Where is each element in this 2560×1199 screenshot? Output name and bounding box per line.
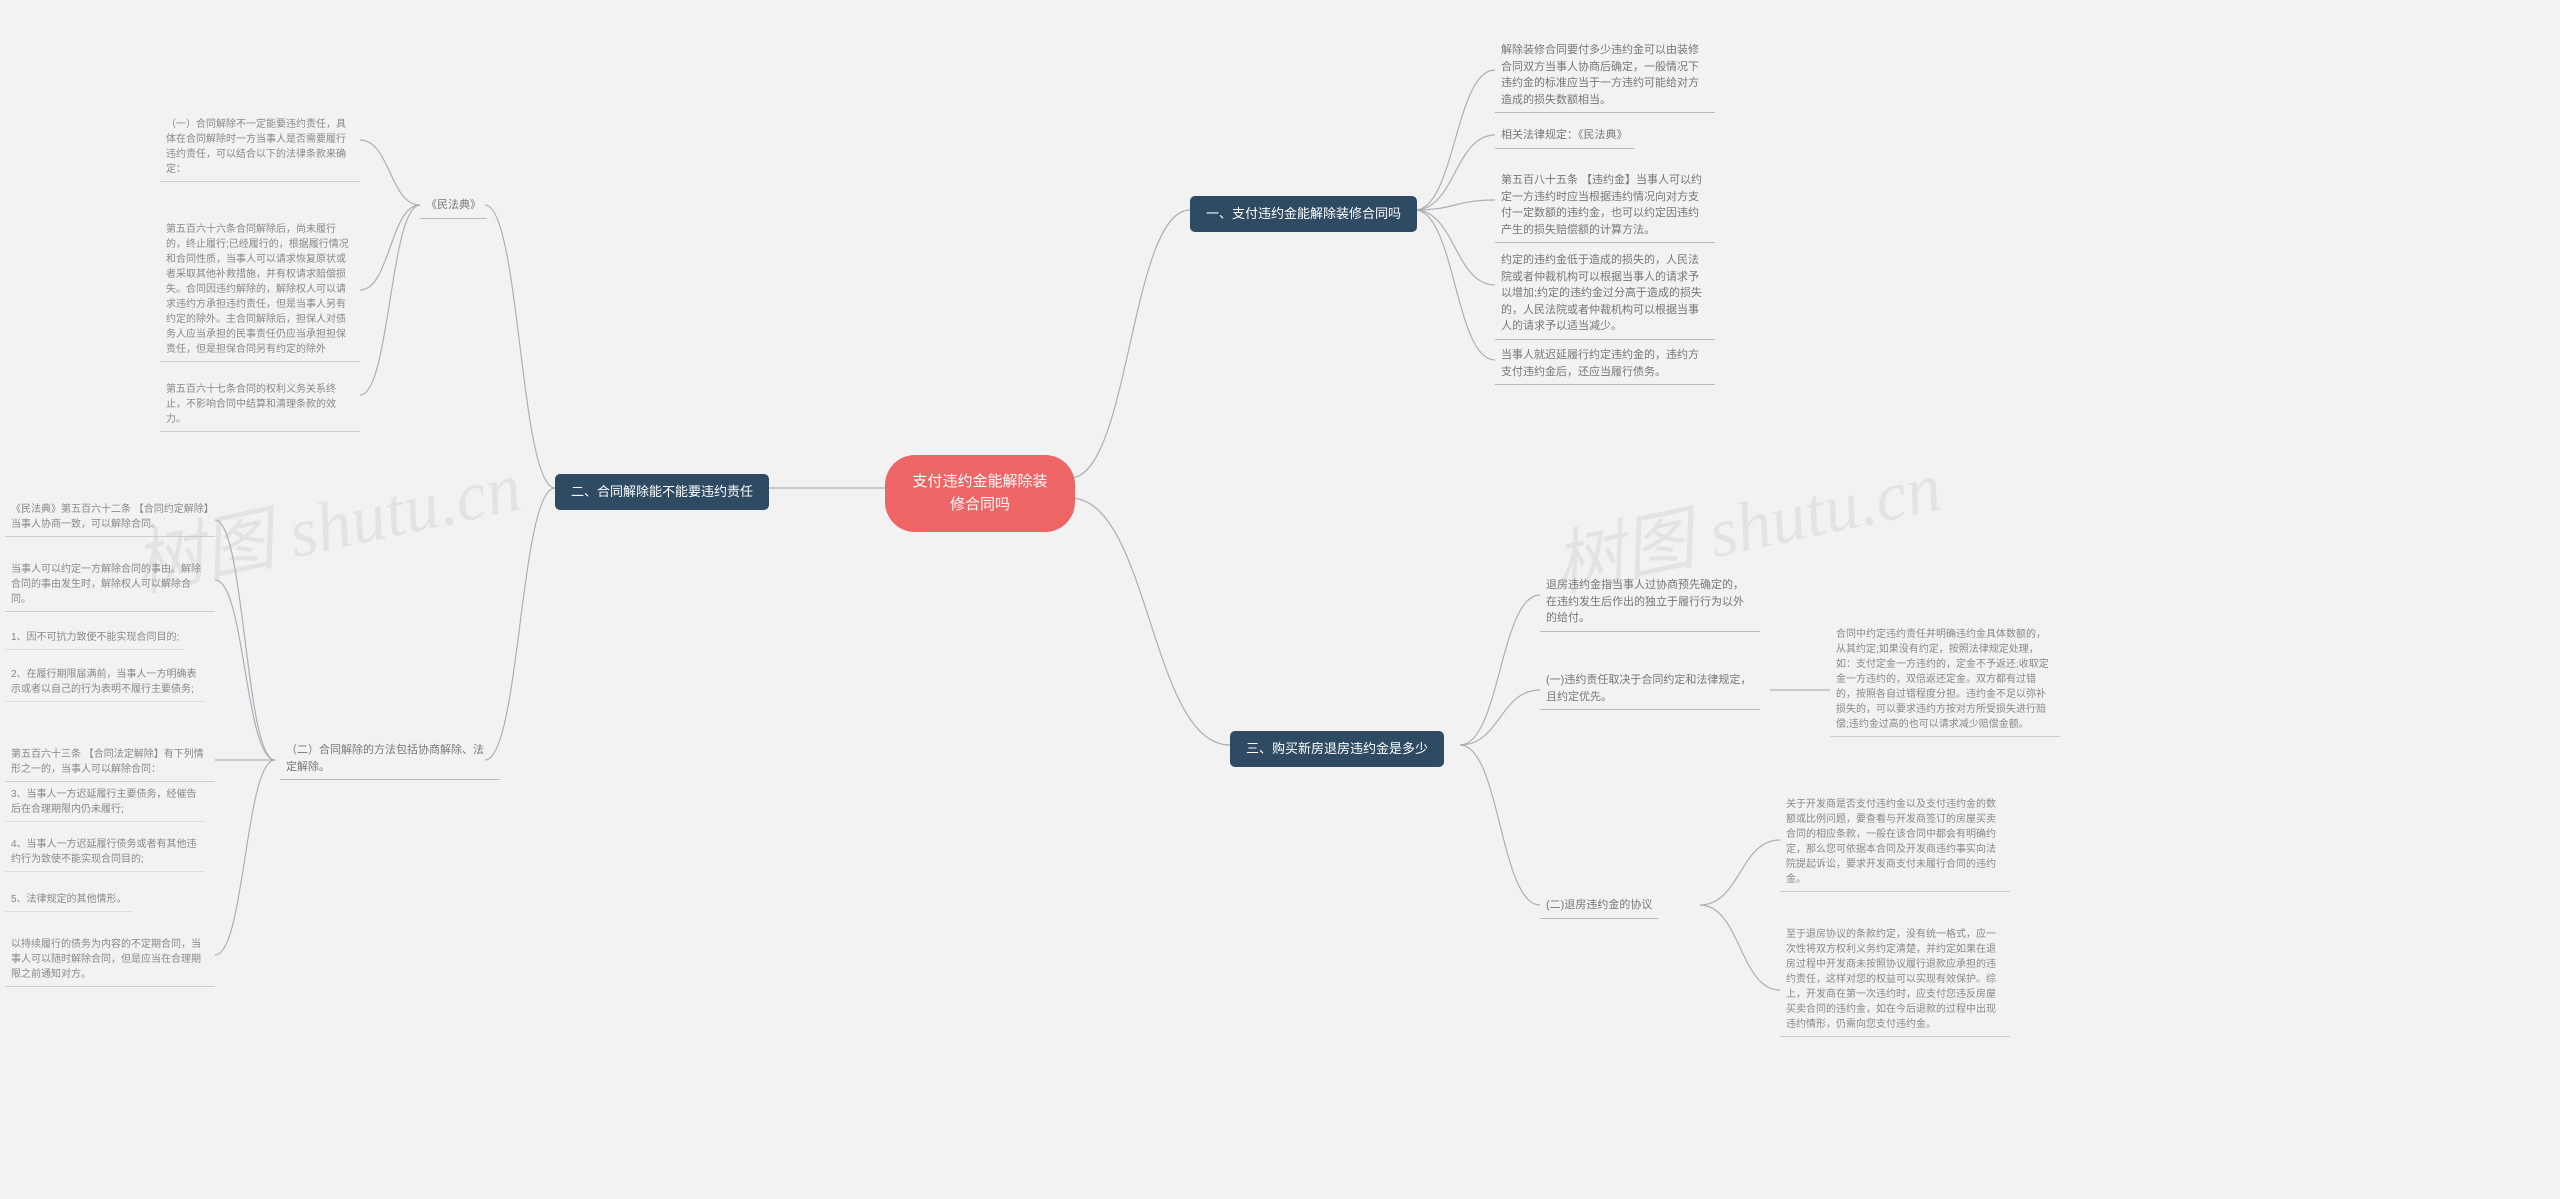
branch-1: 一、支付违约金能解除装修合同吗 — [1190, 196, 1417, 232]
b2-leaf: 第五百六十六条合同解除后，尚未履行的，终止履行;已经履行的，根据履行情况和合同性… — [160, 220, 360, 362]
b1-child: 约定的违约金低于造成的损失的，人民法院或者仲裁机构可以根据当事人的请求予以增加;… — [1495, 250, 1715, 340]
branch-3: 三、购买新房退房违约金是多少 — [1230, 731, 1444, 767]
b3-leaf: 关于开发商是否支付违约金以及支付违约金的数额或比例问题，要查看与开发商签订的房屋… — [1780, 795, 2010, 892]
b3-leaf: 合同中约定违约责任并明确违约金具体数额的，从其约定;如果没有约定，按照法律规定处… — [1830, 625, 2060, 737]
b2-child: （二）合同解除的方法包括协商解除、法定解除。 — [280, 740, 500, 780]
b3-leaf: 至于退房协议的条款约定，没有统一格式，应一次性将双方权利义务约定清楚，并约定如果… — [1780, 925, 2010, 1037]
b2-leaf: 当事人可以约定一方解除合同的事由。解除合同的事由发生时，解除权人可以解除合同。 — [5, 560, 215, 612]
branch-2: 二、合同解除能不能要违约责任 — [555, 474, 769, 510]
b2-leaf-item: 5、法律规定的其他情形。 — [5, 890, 133, 912]
b3-child: (一)违约责任取决于合同约定和法律规定，且约定优先。 — [1540, 670, 1760, 710]
b1-child: 解除装修合同要付多少违约金可以由装修合同双方当事人协商后确定，一般情况下 违约金… — [1495, 40, 1715, 113]
mindmap-center: 支付违约金能解除装修合同吗 — [885, 455, 1075, 532]
b2-leaf: 《民法典》第五百六十二条 【合同约定解除】当事人协商一致，可以解除合同。 — [5, 500, 215, 537]
b2-leaf: 第五百六十三条 【合同法定解除】有下列情形之一的，当事人可以解除合同： — [5, 745, 215, 782]
b2-leaf: 第五百六十七条合同的权利义务关系终止，不影响合同中结算和清理条款的效力。 — [160, 380, 360, 432]
b2-leaf-item: 4、当事人一方迟延履行债务或者有其他违约行为致使不能实现合同目的; — [5, 835, 205, 872]
b1-child: 相关法律规定：《民法典》 — [1495, 125, 1634, 149]
b2-child: 《民法典》 — [420, 195, 487, 219]
b2-leaf-item: 1、因不可抗力致使不能实现合同目的; — [5, 628, 185, 650]
mindmap-connectors-2 — [0, 0, 2560, 1199]
b1-child: 第五百八十五条 【违约金】当事人可以约定一方违约时应当根据违约情况向对方支付一定… — [1495, 170, 1715, 243]
b1-child: 当事人就迟延履行约定违约金的，违约方支付违约金后，还应当履行债务。 — [1495, 345, 1715, 385]
b2-leaf: 以持续履行的债务为内容的不定期合同，当事人可以随时解除合同，但是应当在合理期限之… — [5, 935, 215, 987]
b3-child: (二)退房违约金的协议 — [1540, 895, 1658, 919]
b3-child: 退房违约金指当事人过协商预先确定的，在违约发生后作出的独立于履行行为以外的给付。 — [1540, 575, 1760, 632]
b2-leaf: （一）合同解除不一定能要违约责任，具体在合同解除时一方当事人是否需要履行违约责任… — [160, 115, 360, 182]
mindmap-connectors — [0, 0, 2560, 1199]
b2-leaf-item: 3、当事人一方迟延履行主要债务，经催告后在合理期限内仍未履行; — [5, 785, 205, 822]
b2-leaf-item: 2、在履行期限届满前，当事人一方明确表示或者以自己的行为表明不履行主要债务; — [5, 665, 205, 702]
